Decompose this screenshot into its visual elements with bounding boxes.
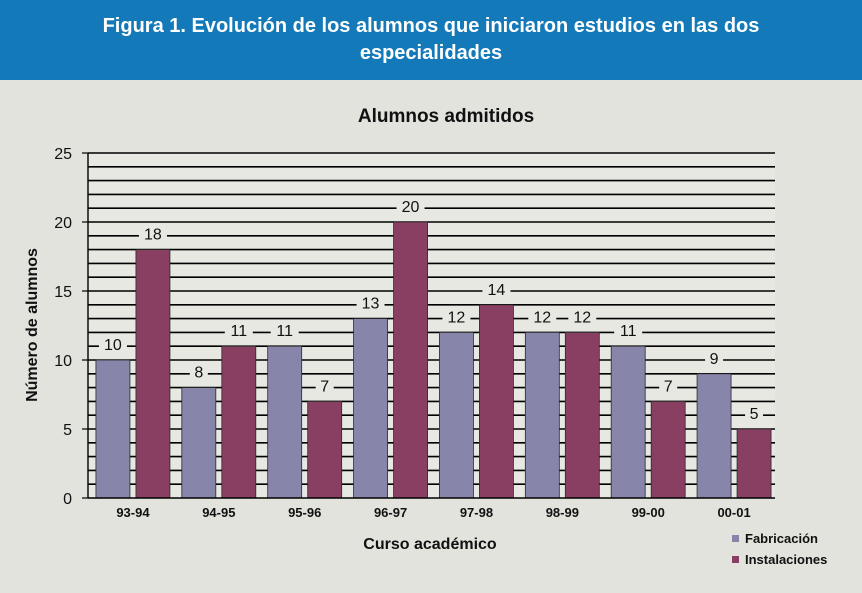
bar-fabricacion: [267, 345, 303, 499]
bar-chart: Alumnos admitidos Número de alumnos Curs…: [24, 106, 775, 553]
value-label-bg: [442, 306, 471, 327]
legend: Fabricación Instalaciones: [732, 528, 827, 570]
value-label-bg: [568, 306, 597, 327]
value-label-fabricacion: 12: [533, 309, 551, 326]
value-label-bg: [224, 320, 253, 341]
value-label-instalaciones: 5: [750, 406, 759, 423]
legend-label-instalaciones: Instalaciones: [745, 552, 828, 567]
value-label-bg: [356, 292, 385, 313]
legend-item-fabricacion: Fabricación: [732, 528, 827, 549]
value-label-bg: [98, 334, 127, 354]
bar-instalaciones: [650, 400, 686, 499]
bar-fabricacion: [610, 345, 646, 499]
y-tick-label: 15: [54, 284, 72, 301]
y-tick-label: 5: [63, 422, 72, 439]
bar-fabricacion: [95, 359, 131, 499]
value-label-bg: [482, 278, 511, 299]
figure-title: Figura 1. Evolución de los alumnos que i…: [102, 15, 760, 64]
value-label-instalaciones: 7: [320, 378, 329, 395]
legend-swatch-instalaciones: [732, 556, 739, 563]
x-tick-label: 94-95: [202, 505, 235, 520]
bars: 10 18 8 11 11 7 13 20 12 14 12 12 11 7 9 5: [95, 196, 772, 499]
value-label-bg: [270, 320, 299, 341]
value-label-bg: [189, 361, 208, 382]
x-tick-label: 98-99: [546, 505, 579, 520]
y-tick-label: 10: [54, 353, 72, 370]
value-label-instalaciones: 12: [573, 309, 591, 326]
value-label-bg: [396, 196, 425, 216]
bar-fabricacion: [524, 331, 560, 499]
figure-header: Figura 1. Evolución de los alumnos que i…: [0, 0, 862, 80]
y-axis-label: Número de alumnos: [24, 248, 41, 402]
x-axis-label: Curso académico: [363, 536, 497, 553]
x-tick-label: 93-94: [116, 505, 150, 520]
value-label-fabricacion: 9: [710, 351, 719, 368]
value-label-fabricacion: 13: [362, 296, 380, 313]
value-label-bg: [659, 375, 678, 396]
value-label-bg: [705, 347, 724, 368]
x-tick-label: 99-00: [632, 505, 665, 520]
value-label-fabricacion: 8: [194, 365, 203, 382]
value-label-fabricacion: 10: [104, 337, 122, 354]
y-tick-label: 25: [54, 146, 72, 163]
bar-fabricacion: [181, 387, 217, 499]
chart-title: Alumnos admitidos: [358, 106, 534, 127]
y-tick-label: 0: [63, 491, 72, 508]
bar-instalaciones: [307, 400, 343, 499]
x-tick-label: 97-98: [460, 505, 493, 520]
value-label-instalaciones: 14: [488, 282, 506, 299]
bar-instalaciones: [564, 331, 600, 499]
value-label-fabricacion: 11: [276, 323, 293, 340]
value-label-fabricacion: 11: [620, 323, 637, 340]
bar-instalaciones: [393, 221, 428, 499]
value-label-bg: [614, 320, 643, 341]
value-label-instalaciones: 18: [144, 227, 162, 244]
x-tick-label: 00-01: [717, 505, 750, 520]
legend-label-fabricacion: Fabricación: [745, 531, 818, 546]
value-label-instalaciones: 20: [402, 199, 420, 216]
y-tick-label: 20: [54, 215, 72, 232]
bar-instalaciones: [479, 304, 514, 499]
bar-instalaciones: [221, 345, 257, 499]
bar-fabricacion: [696, 373, 732, 499]
value-label-bg: [528, 306, 557, 327]
value-label-bg: [138, 223, 167, 244]
x-tick-label: 96-97: [374, 505, 407, 520]
bar-instalaciones: [135, 249, 171, 499]
x-tick-label: 95-96: [288, 505, 321, 520]
bar-fabricacion: [439, 331, 474, 499]
value-label-instalaciones: 11: [231, 323, 248, 340]
value-label-bg: [315, 375, 334, 396]
legend-swatch-fabricacion: [732, 535, 739, 542]
axes: 0 5 10 15 20 25 93-94 94-95 95-96 96-97 97-98 98-99…: [54, 146, 775, 520]
value-label-instalaciones: 7: [664, 378, 673, 395]
bar-fabricacion: [353, 318, 388, 499]
value-label-fabricacion: 12: [448, 309, 466, 326]
legend-item-instalaciones: Instalaciones: [732, 549, 827, 570]
value-label-bg: [745, 403, 764, 423]
bar-instalaciones: [736, 428, 772, 499]
